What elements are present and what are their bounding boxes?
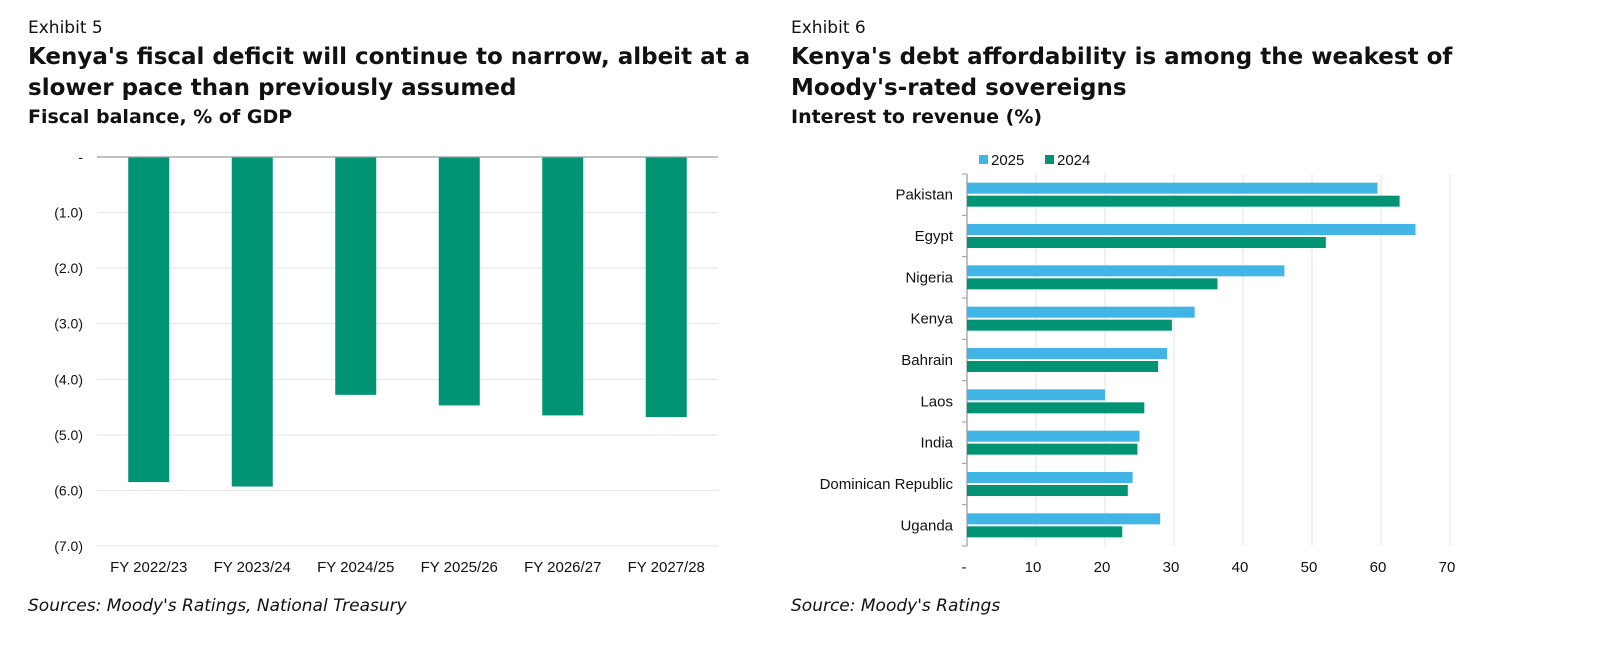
y-tick-label: -: [78, 149, 83, 165]
y-tick-label: (7.0): [54, 538, 83, 554]
x-tick-label: 40: [1232, 559, 1249, 576]
x-tick-label: 60: [1370, 559, 1387, 576]
exhibit-5-panel: Exhibit 5 Kenya's fiscal deficit will co…: [0, 0, 780, 659]
bar: [438, 157, 480, 406]
bar-2025: [967, 306, 1195, 318]
category-label: India: [920, 435, 953, 452]
bar-2024: [967, 485, 1128, 496]
y-tick-label: (5.0): [54, 427, 83, 443]
bar: [645, 157, 687, 418]
bar: [231, 157, 273, 487]
y-tick-label: (4.0): [54, 371, 83, 387]
bar-2024: [967, 526, 1123, 538]
category-label: Laos: [920, 393, 953, 410]
chart-subtitle: Interest to revenue (%): [791, 106, 1043, 128]
legend-swatch: [1045, 155, 1054, 164]
chart-title: Kenya's debt affordability is among the …: [791, 44, 1453, 101]
chart-source: Sources: Moody's Ratings, National Treas…: [28, 596, 407, 616]
x-tick-label: -: [962, 559, 967, 576]
chart-subtitle: Fiscal balance, % of GDP: [28, 106, 293, 128]
bar: [542, 157, 584, 416]
bar-2025: [967, 182, 1378, 194]
bar-2024: [967, 443, 1138, 455]
category-label: Bahrain: [901, 352, 953, 369]
exhibit-label: Exhibit 5: [28, 18, 103, 38]
x-tick-label: FY 2022/23: [110, 559, 187, 576]
exhibit-label: Exhibit 6: [791, 18, 866, 38]
x-tick-label: 20: [1094, 559, 1111, 576]
x-tick-label: 70: [1439, 559, 1456, 576]
x-tick-label: 10: [1025, 559, 1042, 576]
x-tick-label: FY 2027/28: [628, 559, 705, 576]
bar-2025: [967, 389, 1105, 401]
category-label: Egypt: [915, 228, 954, 245]
bar-2024: [967, 402, 1145, 414]
chart-title: Kenya's fiscal deficit will continue to …: [28, 44, 751, 101]
category-label: Dominican Republic: [820, 476, 954, 493]
x-tick-label: FY 2023/24: [214, 559, 291, 576]
x-tick-label: FY 2026/27: [524, 559, 601, 576]
bar-2025: [967, 265, 1285, 277]
bar-2025: [967, 348, 1168, 359]
fiscal-balance-chart: - (1.0) (2.0) (3.0) (4.0) (5.0) (6.0) (7.0) FY 2…: [54, 149, 718, 576]
bar-2024: [967, 195, 1400, 207]
x-tick-label: 50: [1301, 559, 1318, 576]
legend-label: 2024: [1057, 152, 1090, 169]
bar: [335, 157, 377, 395]
bar-2024: [967, 237, 1326, 248]
bar-2024: [967, 319, 1172, 331]
y-tick-label: (1.0): [54, 205, 83, 221]
y-tick-label: (3.0): [54, 316, 83, 332]
category-label: Uganda: [900, 517, 953, 534]
bar-2025: [967, 224, 1416, 235]
bar-2024: [967, 278, 1218, 290]
y-tick-label: (6.0): [54, 482, 83, 498]
bar-2025: [967, 513, 1161, 525]
bar-2025: [967, 472, 1133, 483]
bar: [128, 157, 170, 483]
interest-to-revenue-chart: - 10 20 30 40 50 60 70 Pakistan Egypt Nigeria Kenya…: [820, 152, 1456, 576]
category-label: Kenya: [910, 311, 953, 328]
chart-source: Source: Moody's Ratings: [791, 596, 1001, 616]
category-label: Nigeria: [905, 269, 953, 286]
exhibit-6-panel: Exhibit 6 Kenya's debt affordability is …: [790, 0, 1590, 659]
x-tick-label: FY 2024/25: [317, 559, 394, 576]
bar-2024: [967, 361, 1159, 372]
x-tick-label: 30: [1163, 559, 1180, 576]
legend-swatch: [979, 155, 988, 164]
legend-label: 2025: [991, 152, 1024, 169]
category-label: Pakistan: [895, 187, 953, 204]
y-tick-label: (2.0): [54, 260, 83, 276]
bar-2025: [967, 430, 1140, 442]
x-tick-label: FY 2025/26: [421, 559, 498, 576]
